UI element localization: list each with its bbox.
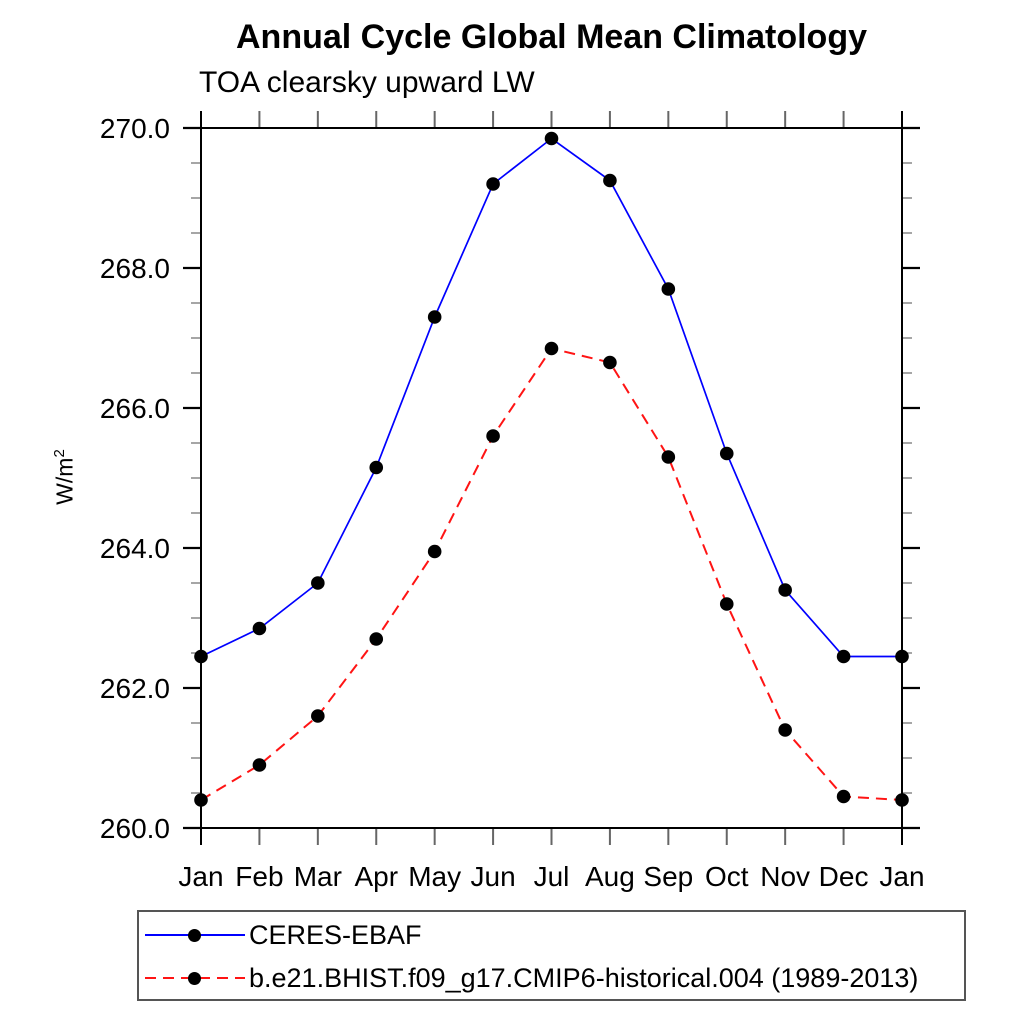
- data-point-marker: [252, 758, 267, 772]
- data-point-marker: [661, 450, 676, 464]
- data-point-marker: [719, 597, 734, 611]
- legend-item-ceres-ebaf: CERES-EBAF: [145, 915, 422, 955]
- series-line-0: [200, 137, 902, 658]
- y-tick-label: 266.0: [100, 393, 170, 424]
- legend: CERES-EBAF b.e21.BHIST.f09_g17.CMIP6-his…: [137, 910, 966, 1001]
- data-point-marker: [836, 789, 851, 804]
- x-tick-label: Jul: [534, 861, 570, 892]
- y-tick-label: 260.0: [100, 813, 170, 844]
- series-line-1: [200, 347, 903, 801]
- x-tick-label: Feb: [235, 861, 283, 892]
- data-point-marker: [427, 310, 442, 324]
- x-tick-label: Sep: [643, 861, 693, 892]
- y-tick-label: 262.0: [100, 673, 170, 704]
- legend-item-model: b.e21.BHIST.f09_g17.CMIP6-historical.004…: [145, 958, 918, 998]
- legend-label: b.e21.BHIST.f09_g17.CMIP6-historical.004…: [249, 962, 919, 993]
- data-point-marker: [603, 173, 617, 188]
- x-tick-label: Jan: [178, 861, 223, 892]
- x-tick-label: Nov: [760, 861, 810, 892]
- x-tick-label: Dec: [819, 861, 869, 892]
- data-point-marker: [252, 621, 267, 636]
- data-point-marker: [836, 649, 851, 664]
- x-tick-label: Mar: [294, 861, 342, 892]
- x-tick-label: Jan: [879, 861, 924, 892]
- data-point-marker: [544, 131, 559, 146]
- data-point-marker: [778, 723, 792, 737]
- legend-marker-icon: [188, 929, 201, 942]
- data-point-marker: [544, 341, 559, 356]
- legend-label: CERES-EBAF: [249, 919, 422, 950]
- data-point-marker: [719, 446, 734, 461]
- data-point-marker: [369, 632, 384, 646]
- y-tick-label: 268.0: [100, 253, 170, 284]
- legend-sample-model: [145, 971, 245, 985]
- x-tick-label: May: [408, 861, 461, 892]
- data-point-marker: [486, 429, 500, 443]
- data-point-marker: [194, 649, 208, 664]
- x-tick-label: Oct: [705, 861, 749, 892]
- data-point-marker: [895, 649, 909, 664]
- legend-sample-ceres-ebaf: [145, 928, 245, 942]
- data-point-marker: [486, 177, 500, 191]
- data-point-marker: [661, 282, 676, 296]
- chart-title: Annual Cycle Global Mean Climatology: [236, 18, 867, 56]
- data-point-marker: [194, 793, 208, 807]
- data-point-marker: [603, 355, 617, 370]
- data-point-marker: [369, 460, 384, 475]
- y-tick-label: 264.0: [100, 533, 170, 564]
- data-point-marker: [311, 709, 325, 723]
- y-tick-label: 270.0: [100, 113, 170, 144]
- data-point-marker: [895, 793, 909, 807]
- data-point-marker: [778, 583, 792, 597]
- data-point-marker: [427, 544, 442, 559]
- x-tick-label: Apr: [354, 861, 398, 892]
- plot-frame: [200, 127, 903, 829]
- legend-marker-icon: [188, 972, 201, 985]
- chart-subtitle: TOA clearsky upward LW: [199, 66, 535, 99]
- data-point-marker: [311, 576, 325, 590]
- x-tick-label: Aug: [585, 861, 635, 892]
- x-tick-label: Jun: [471, 861, 516, 892]
